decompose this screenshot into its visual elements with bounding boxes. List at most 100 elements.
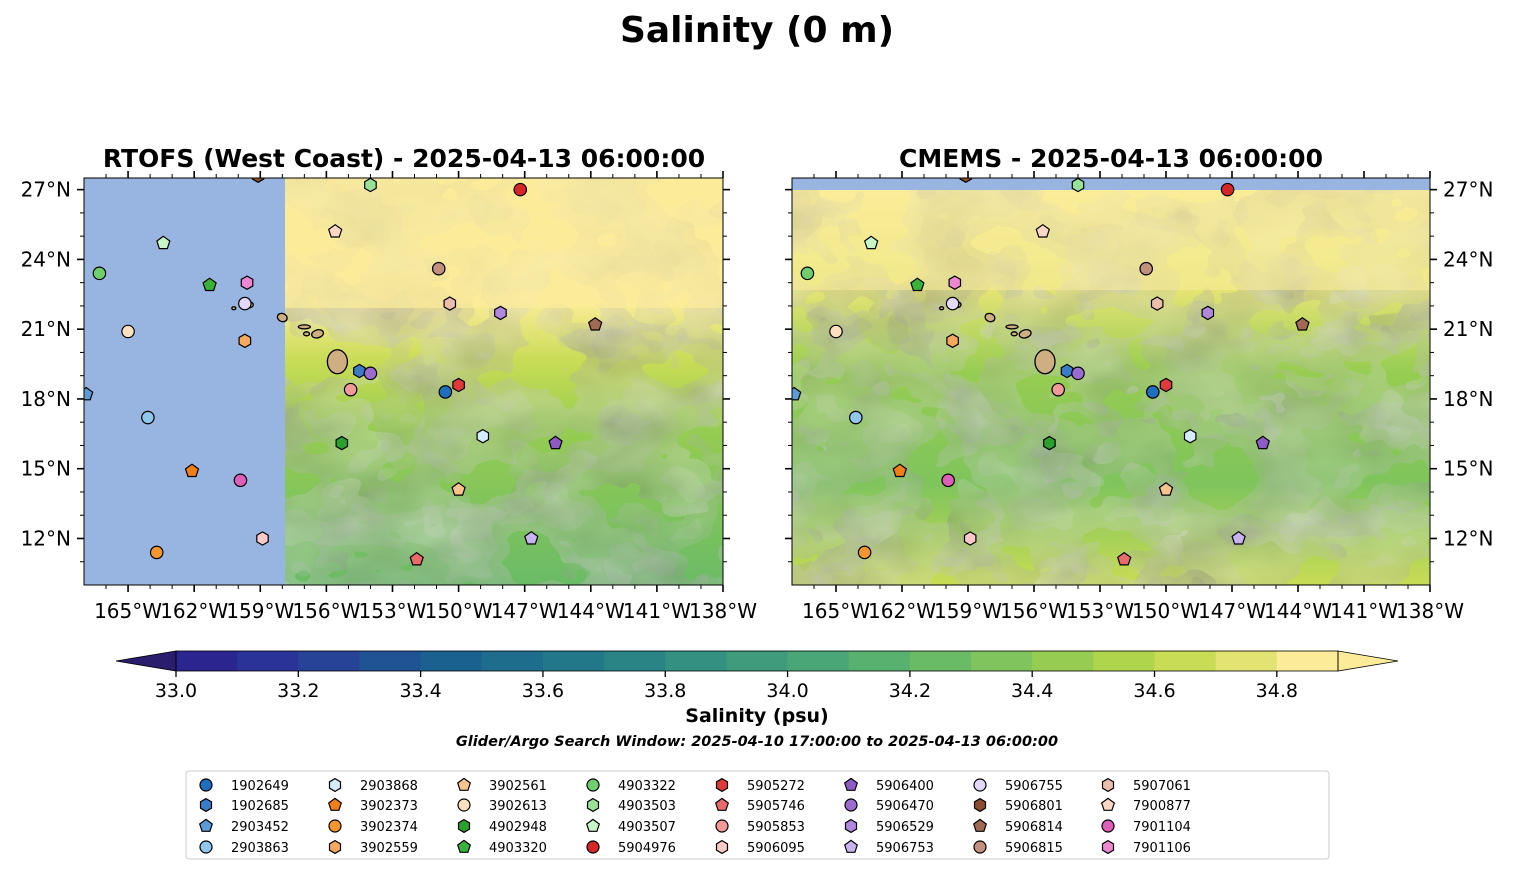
legend-marker-4903507 [585,818,601,832]
legend-label: 5905272 [747,779,805,794]
rtofs-no-data-region [84,178,285,585]
island-shape [302,331,311,337]
cmems-map-frame [791,177,1431,586]
cmems-xtick-label: 162°W [868,599,936,623]
float-marker-5906470 [1071,366,1085,381]
colorbar-bin [1276,651,1339,671]
legend-marker-5907061 [1101,777,1115,793]
legend-label: 7901104 [1133,820,1191,835]
legend-marker-5906529 [844,818,858,834]
rtofs-axis-ticks: 165°W162°W159°W156°W153°W150°W147°W144°W… [21,171,757,623]
legend-marker-3902373 [327,797,343,811]
float-marker-2903452 [84,386,94,401]
island-shape [297,324,311,330]
legend-marker-5906400 [843,777,859,791]
legend-item-7901106: 7901106 [1101,839,1191,856]
legend-item-4903322: 4903322 [586,778,676,794]
legend-label: 7900877 [1133,799,1191,814]
legend-label: 3902613 [489,799,547,814]
legend-label: 5905746 [747,799,805,814]
cmems-no-data-region [792,178,1430,190]
colorbar-bin [848,651,911,671]
colorbar-tick-label: 34.2 [889,680,931,702]
legend-label: 1902649 [231,779,289,794]
cmems-float-markers [792,178,1310,566]
legend-label: 5905853 [747,820,805,835]
rtofs-xtick-label: 147°W [491,599,559,623]
legend-marker-3902613 [457,798,471,812]
cmems-ytick-label: 12°N [1443,526,1493,550]
colorbar-tick-label: 33.8 [644,680,686,702]
legend-label: 5906815 [1005,841,1063,856]
cmems-xtick-label: 144°W [1264,599,1332,623]
colorbar-tick-label: 34.4 [1011,680,1053,702]
cmems-ytick-label: 15°N [1443,457,1493,481]
float-marker-5905853 [343,382,358,397]
legend-label: 4903322 [618,779,676,794]
legend-item-3902561: 3902561 [456,777,547,794]
legend-label: 5906801 [1005,799,1063,814]
legend-label: 5904976 [618,841,676,856]
cmems-map-title: CMEMS - 2025-04-13 06:00:00 [899,144,1323,173]
legend-label: 2903868 [360,779,418,794]
colorbar-tick-label: 33.0 [155,680,197,702]
cmems-salinity-field [792,178,1430,585]
colorbar-bin [176,651,238,671]
legend-label: 4903507 [618,820,676,835]
rtofs-float-markers [84,178,603,566]
island-shape [1018,329,1032,339]
legend-label: 2903452 [231,820,289,835]
legend-label: 4903503 [618,799,676,814]
float-marker-5906815 [431,261,446,276]
rtofs-xtick-label: 150°W [425,599,493,623]
legend-label: 5906755 [1005,779,1063,794]
colorbar-tick-label: 33.4 [399,680,441,702]
legend-marker-4903322 [586,778,600,792]
legend-item-5905746: 5905746 [714,797,805,814]
cmems-xtick-label: 159°W [934,599,1002,623]
legend-item-4902948: 4902948 [457,818,547,835]
float-marker-4903507 [156,235,171,250]
float-marker-5905746 [1116,551,1132,566]
legend-label: 3902374 [360,820,418,835]
cmems-xtick-label: 147°W [1198,599,1266,623]
float-marker-4903320 [910,277,925,292]
float-marker-4902948 [335,435,349,451]
legend-item-5904976: 5904976 [586,840,676,856]
colorbar-tick-label: 33.2 [277,680,319,702]
colorbar-tick-label: 34.8 [1256,680,1298,702]
rtofs-xtick-label: 141°W [623,599,691,623]
colorbar-bin [726,651,789,671]
float-marker-5906470 [363,366,378,381]
cmems-ytick-label: 21°N [1443,317,1493,341]
float-marker-1902649 [438,385,453,399]
island-shape [311,329,325,339]
island-shape [231,306,237,311]
float-marker-5907061 [1150,296,1164,311]
float-marker-3902373 [184,463,200,478]
float-marker-5904976 [1220,182,1235,197]
colorbar-label: Salinity (psu) [685,705,828,727]
legend-item-4903507: 4903507 [585,818,676,835]
float-marker-2903868 [1183,428,1197,444]
cmems-axis-ticks: 165°W162°W159°W156°W153°W150°W147°W144°W… [785,171,1493,623]
float-marker-3902613 [829,324,843,339]
float-marker-7901106 [948,275,962,290]
legend-marker-7900877 [1100,797,1116,811]
legend-marker-5906095 [715,839,729,855]
float-marker-5905272 [1159,377,1173,393]
float-marker-5906815 [1139,261,1153,276]
legend-label: 5906529 [876,820,934,835]
cmems-ytick-label: 27°N [1443,178,1493,202]
legend-label: 3902559 [360,841,418,856]
legend-item-5905853: 5905853 [715,819,805,835]
rtofs-map-panel: RTOFS (West Coast) - 2025-04-13 06:00:00… [21,144,758,623]
legend-label: 5906095 [747,841,805,856]
float-marker-5906753 [1231,530,1246,545]
float-marker-4902948 [1043,435,1056,451]
legend-item-5905272: 5905272 [715,777,805,794]
rtofs-ytick-label: 27°N [21,178,71,202]
legend-marker-5905853 [715,819,729,833]
island-shape [984,312,996,323]
